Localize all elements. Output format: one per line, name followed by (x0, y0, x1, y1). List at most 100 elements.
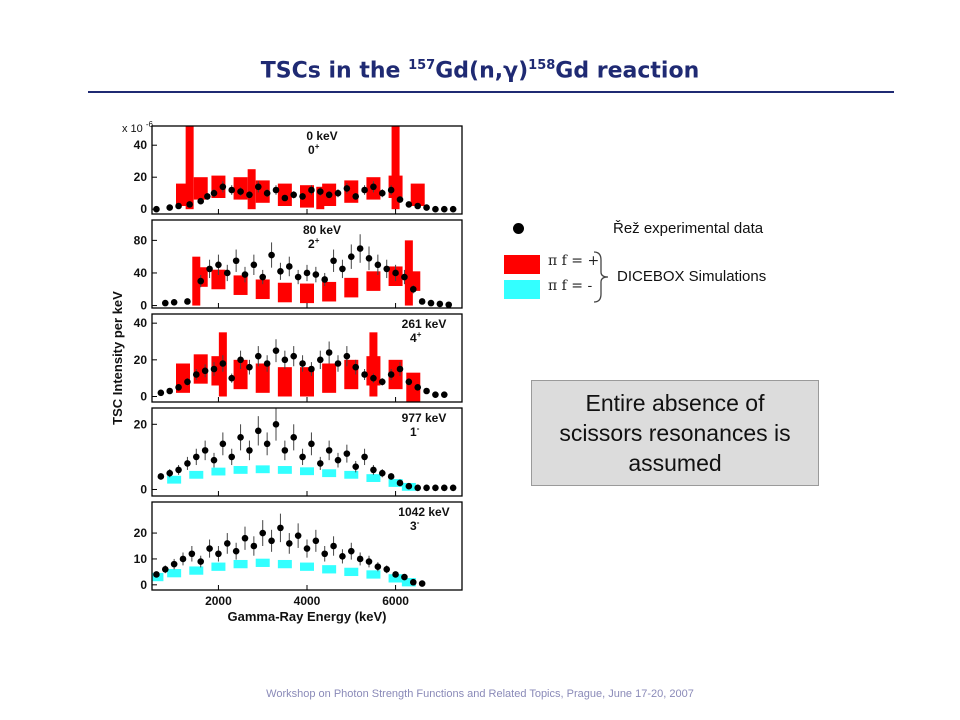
data-point (206, 265, 213, 273)
data-point (449, 205, 457, 213)
data-point (387, 186, 395, 194)
title-rule (88, 91, 894, 93)
data-point (308, 440, 315, 448)
sim-band-bar (277, 559, 292, 569)
legend-pi-plus-swatch (504, 255, 540, 274)
data-point (374, 261, 382, 269)
sim-spike (404, 240, 413, 306)
panel-energy-label: 0 keV (306, 129, 337, 143)
data-point (254, 183, 262, 191)
y-tick-label: 0 (140, 578, 147, 592)
data-point (414, 384, 422, 391)
data-point (303, 269, 311, 277)
y-tick-label: 0 (140, 390, 147, 404)
data-point (432, 391, 439, 398)
sim-band-bar (233, 275, 248, 295)
data-point (259, 529, 267, 537)
data-point (378, 189, 386, 197)
data-point (436, 300, 444, 308)
data-point (166, 469, 174, 477)
data-point (352, 363, 360, 371)
data-point (347, 253, 355, 260)
sim-band-bar (189, 470, 204, 479)
data-point (423, 484, 430, 492)
x-axis-label: Gamma-Ray Energy (keV) (228, 609, 387, 624)
data-point (219, 440, 227, 448)
sim-band-bar (410, 183, 425, 206)
x-tick-label: 2000 (205, 594, 232, 608)
data-point (179, 555, 187, 563)
data-point (423, 204, 430, 211)
data-point (210, 365, 218, 373)
y-tick-label: 20 (134, 353, 148, 367)
sim-band-bar (366, 474, 381, 482)
data-point (232, 257, 240, 265)
data-point (290, 352, 298, 360)
data-point (339, 553, 346, 560)
data-point (197, 558, 205, 565)
data-point (197, 197, 205, 205)
y-tick-label: 0 (140, 482, 147, 496)
data-point (153, 571, 160, 578)
data-point (361, 186, 368, 194)
sim-band-bar (322, 363, 337, 393)
data-point (405, 482, 413, 490)
data-point (334, 360, 342, 367)
data-point (281, 356, 289, 364)
sim-spike (391, 126, 400, 210)
y-tick-label: 40 (134, 316, 148, 330)
sim-band-bar (366, 271, 381, 291)
panel-spin-label: 3- (410, 518, 420, 533)
sim-band-bar (300, 467, 314, 476)
data-point (365, 558, 373, 565)
sim-band-bar (189, 566, 204, 575)
panel-parity: - (417, 424, 420, 433)
data-point (356, 245, 364, 252)
data-point (321, 550, 329, 558)
data-point (223, 540, 231, 547)
sim-band-bar (277, 466, 292, 474)
data-point (223, 269, 231, 277)
sim-band-bar (388, 574, 403, 583)
legend-simulations-label: DICEBOX Simulations (617, 268, 767, 285)
legend-data-marker (513, 223, 524, 234)
sim-band-bar (255, 279, 270, 300)
data-point (188, 550, 196, 558)
data-point (268, 537, 275, 545)
panel-spin-label: 0+ (308, 142, 320, 157)
panel-plot-area (157, 408, 457, 492)
data-point (330, 542, 337, 550)
data-point (339, 265, 346, 273)
data-point (396, 365, 404, 373)
data-point (432, 484, 439, 492)
data-point (219, 183, 227, 191)
sim-band-bar (322, 469, 337, 478)
sim-band-bar (211, 467, 226, 476)
data-point (334, 189, 342, 197)
sim-spike (247, 169, 256, 210)
data-point (170, 298, 178, 306)
sim-band-bar (233, 359, 248, 390)
data-point (423, 387, 430, 395)
data-point (414, 484, 422, 492)
y-tick-label: 40 (134, 266, 148, 280)
data-point (228, 453, 236, 461)
data-point (427, 299, 435, 307)
data-point (325, 349, 333, 356)
data-point (356, 555, 364, 563)
y-tick-label: 0 (140, 202, 147, 216)
data-point (440, 205, 448, 213)
scale-label: x 10 -6 (122, 120, 154, 135)
data-point (312, 537, 320, 545)
data-point (254, 352, 262, 360)
y-tick-label: 20 (134, 526, 148, 540)
sim-band-bar (322, 565, 337, 574)
data-point (352, 193, 360, 200)
data-point (241, 271, 249, 278)
footer-text: Workshop on Photon Strength Functions an… (266, 688, 694, 700)
data-point (161, 565, 169, 573)
data-point (401, 273, 408, 281)
sim-band-bar (167, 569, 182, 578)
data-point (184, 378, 191, 386)
data-point (197, 277, 205, 285)
